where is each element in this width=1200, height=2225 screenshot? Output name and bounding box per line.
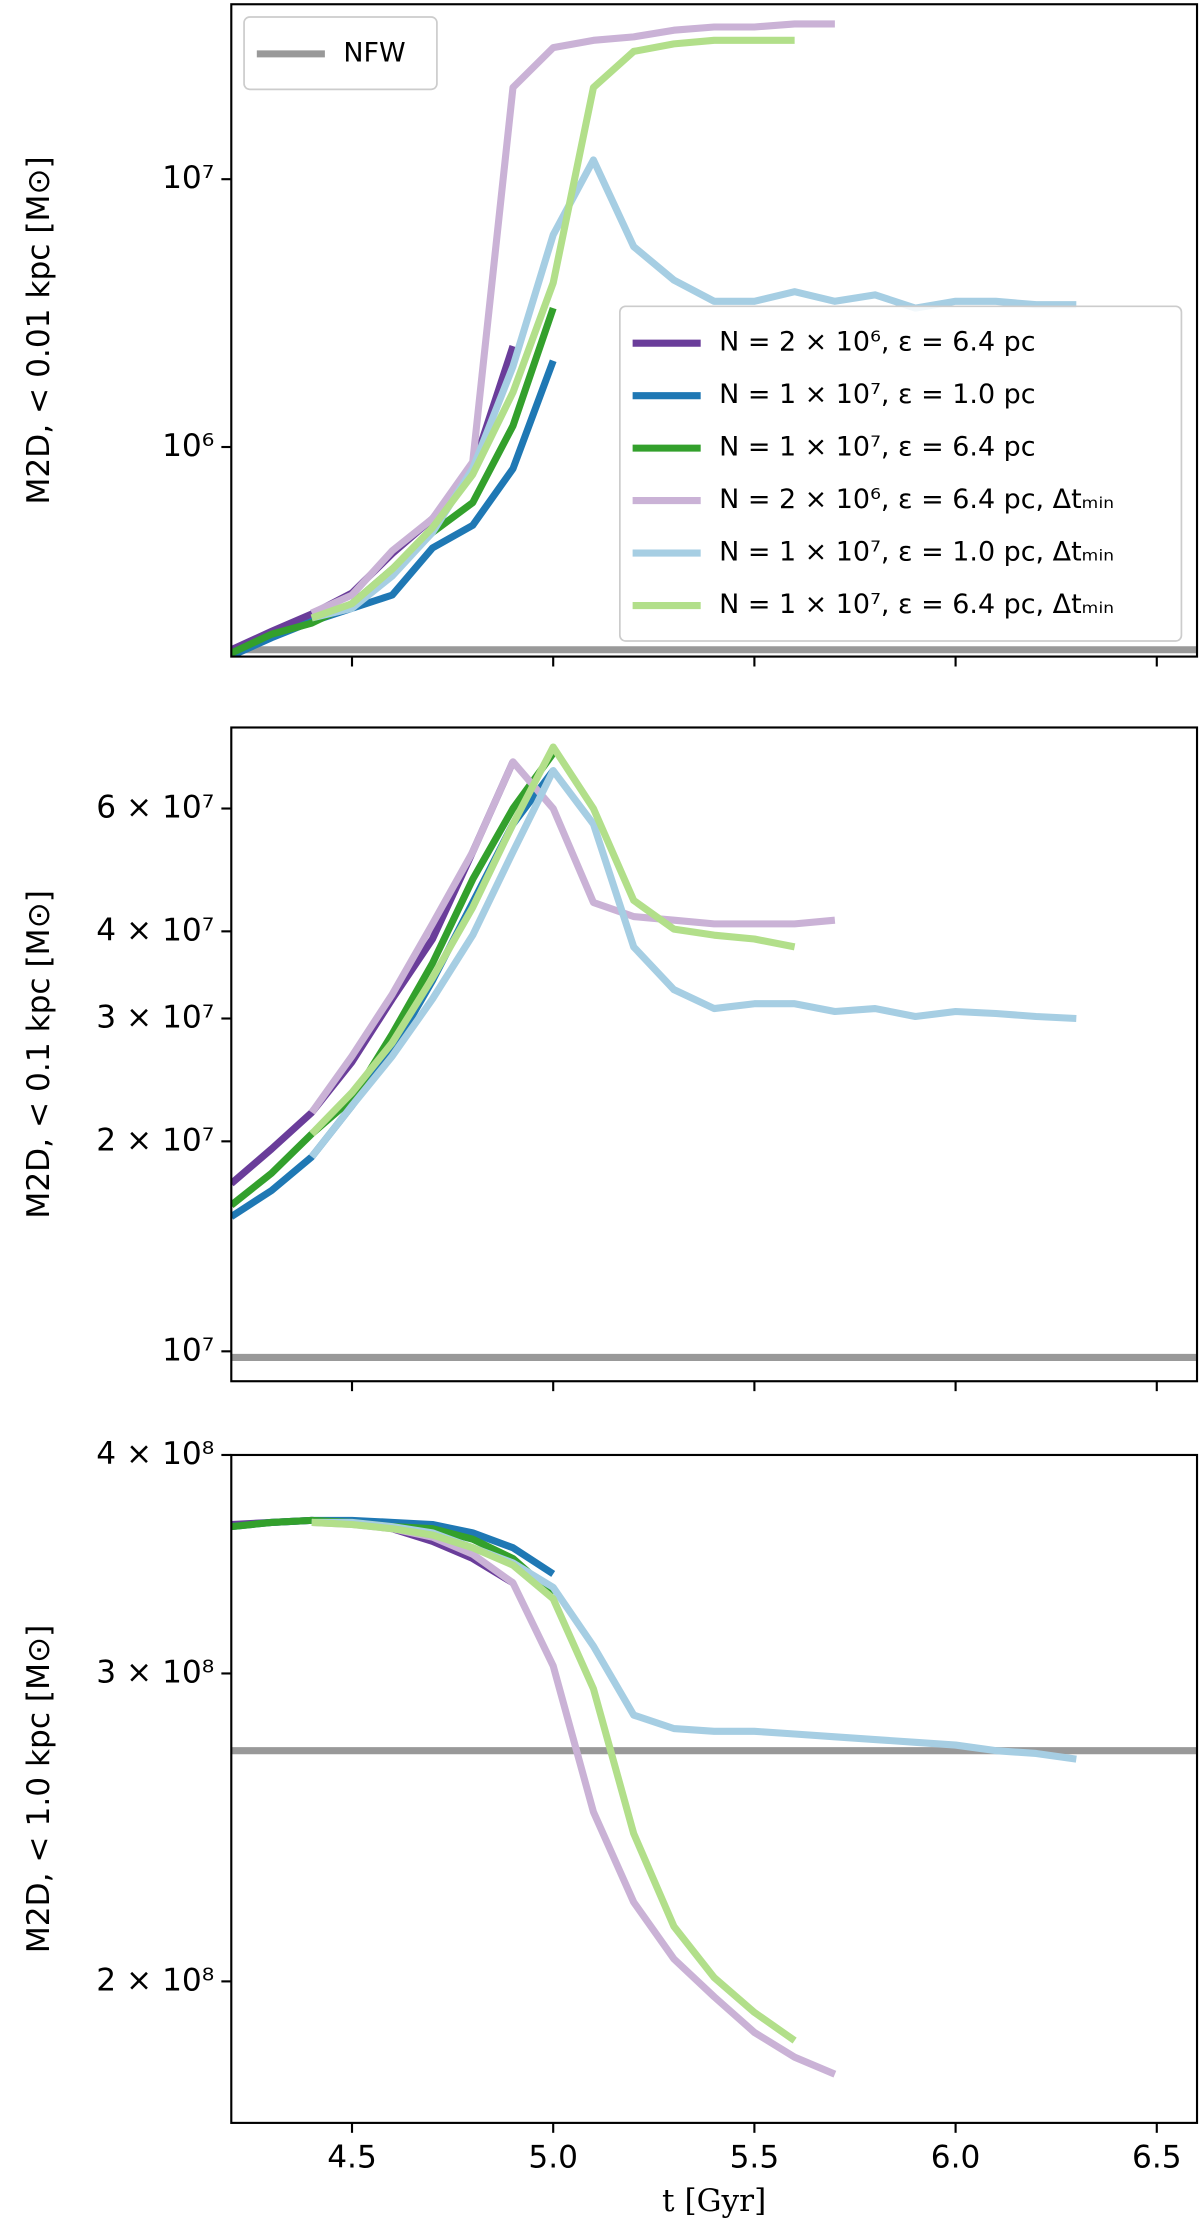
y-tick-label: 3 × 10⁷: [96, 1000, 214, 1036]
legend-box: [619, 305, 1183, 642]
series-line: [311, 1518, 797, 2044]
legend-box: [243, 16, 438, 91]
x-tick-label: 6.0: [931, 2139, 981, 2175]
x-axis-label: t [Gyr]: [662, 2183, 766, 2219]
plot-area: [231, 743, 1198, 1361]
axes-frame: [230, 726, 1199, 1383]
axes-frame: [230, 3, 1199, 658]
series-line: [231, 751, 557, 1208]
y-tick-label: 4 × 10⁸: [96, 1436, 214, 1472]
series-line: [310, 20, 835, 617]
y-tick-label: 10⁶: [162, 428, 214, 464]
y-tick-label: 10⁷: [162, 160, 214, 196]
x-tick-label: 5.0: [528, 2139, 578, 2175]
series-line: [308, 758, 836, 1115]
legend-label: N = 2 × 10⁶, ε = 6.4 pc, Δtₘᵢₙ: [719, 484, 1114, 515]
series-line: [309, 743, 796, 1137]
y-tick-label: 10⁷: [162, 1332, 214, 1368]
series-line: [231, 760, 517, 1187]
y-axis-label: M2D, < 0.01 kpc [M⊙]: [21, 156, 57, 504]
legend-label: N = 1 × 10⁷, ε = 1.0 pc, Δtₘᵢₙ: [719, 537, 1114, 568]
legend-label: NFW: [343, 37, 405, 68]
legend-label: N = 1 × 10⁷, ε = 1.0 pc: [719, 379, 1035, 410]
series-line: [310, 36, 795, 622]
x-tick-label: 6.5: [1132, 2139, 1182, 2175]
y-tick-label: 6 × 10⁷: [96, 790, 214, 826]
series-line: [308, 767, 1077, 1160]
series-line: [311, 1518, 1077, 1763]
legend-label: N = 2 × 10⁶, ε = 6.4 pc: [719, 327, 1035, 358]
y-tick-label: 4 × 10⁷: [96, 912, 214, 948]
x-tick-label: 5.5: [730, 2139, 780, 2175]
y-axis-label: M2D, < 1.0 kpc [M⊙]: [21, 1625, 57, 1953]
plot-area: [231, 1516, 1198, 2078]
plot-area: [231, 20, 1198, 657]
legend-label: N = 1 × 10⁷, ε = 6.4 pc: [719, 432, 1035, 463]
y-tick-label: 2 × 10⁷: [96, 1122, 214, 1158]
y-tick-label: 2 × 10⁸: [96, 1962, 214, 1998]
axes-frame: [230, 1453, 1199, 2124]
x-tick-label: 4.5: [327, 2139, 377, 2175]
series-line: [311, 1518, 837, 2078]
legend-label: N = 1 × 10⁷, ε = 6.4 pc, Δtₘᵢₙ: [719, 589, 1114, 620]
y-tick-label: 3 × 10⁸: [96, 1654, 214, 1690]
y-axis-label: M2D, < 0.1 kpc [M⊙]: [21, 890, 57, 1218]
